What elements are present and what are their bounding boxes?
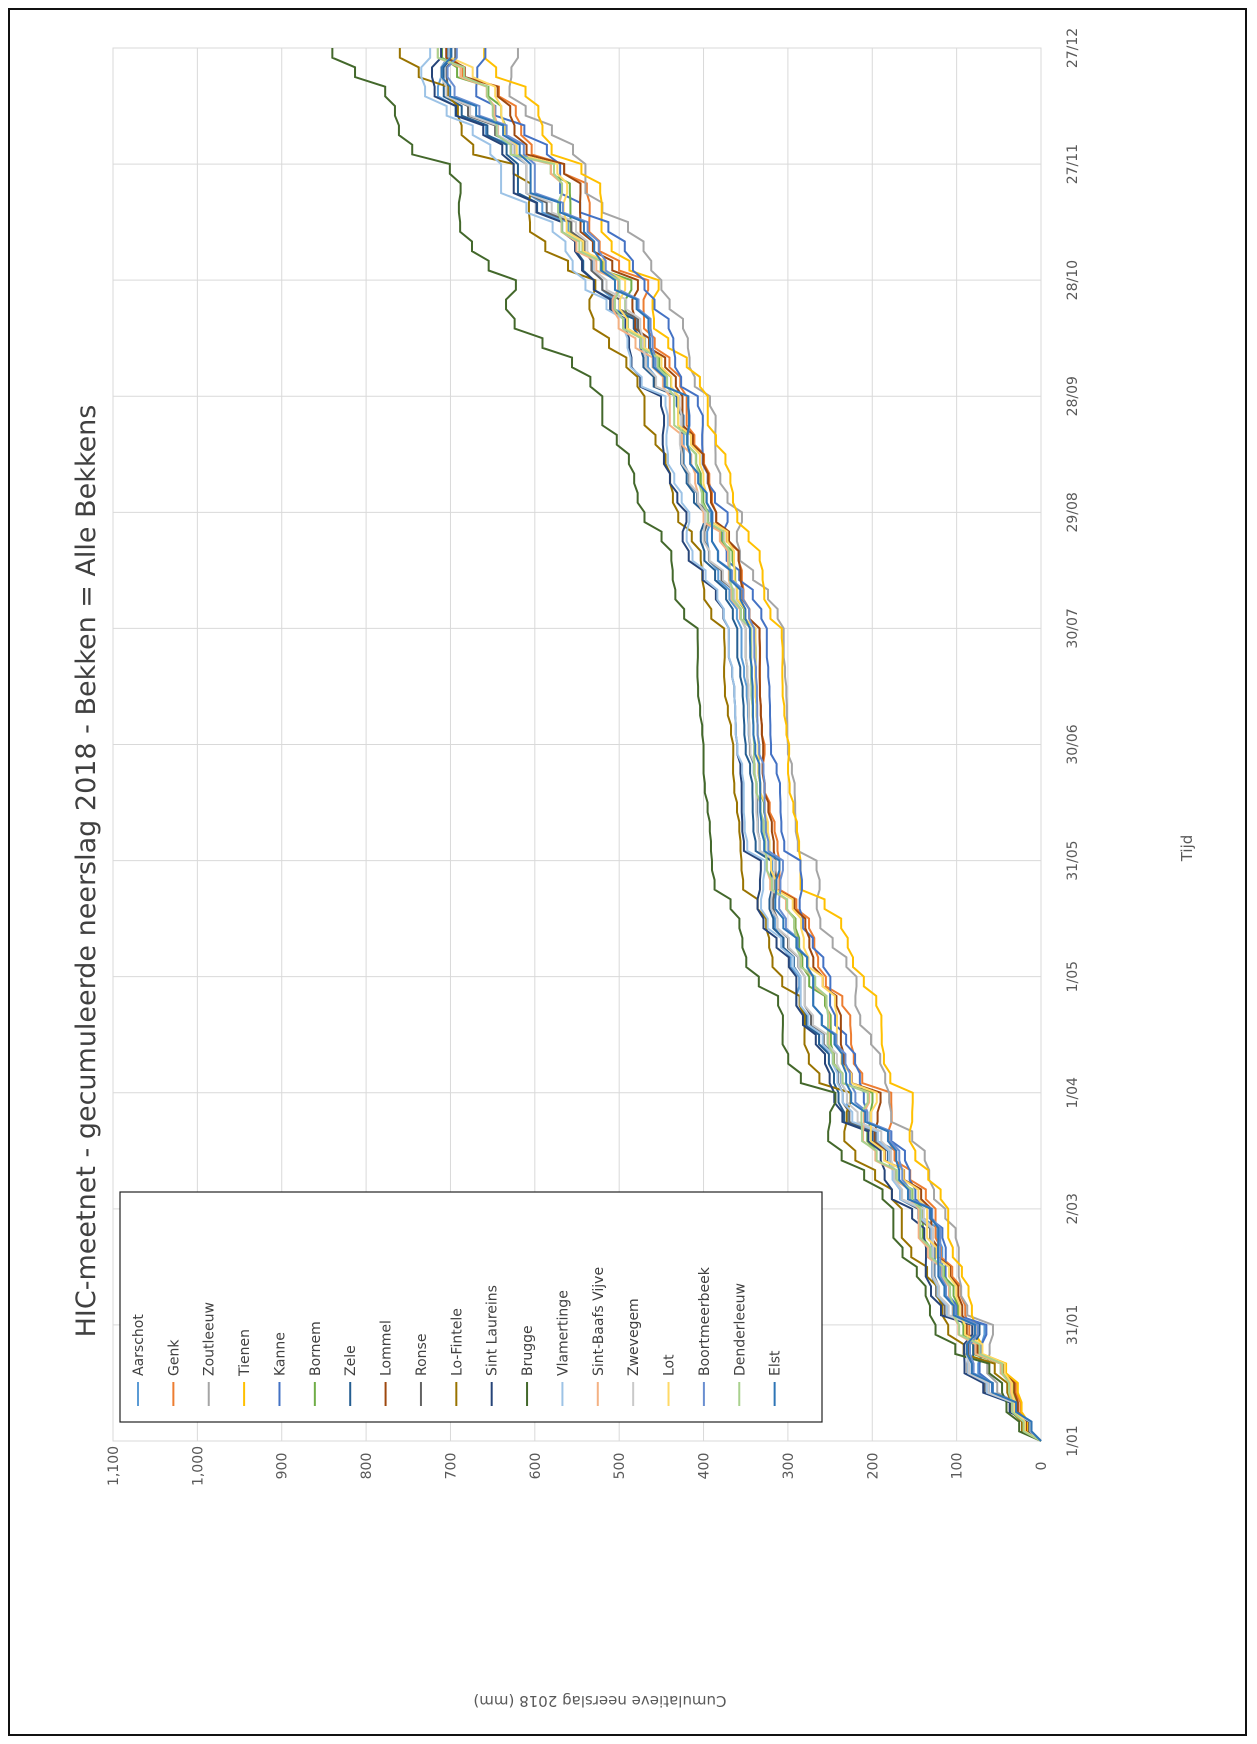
x-tick-label: 30/06	[1065, 724, 1081, 764]
legend-label: Vlamertinge	[555, 1290, 571, 1376]
y-tick-label: 600	[528, 1453, 544, 1480]
series-line	[440, 48, 1042, 1442]
legend-label: Elst	[768, 1350, 784, 1376]
legend-label: Brugge	[520, 1325, 536, 1376]
y-tick-label: 700	[443, 1453, 459, 1480]
y-tick-label: 800	[359, 1453, 375, 1480]
legend-label: Tienen	[237, 1329, 253, 1377]
legend-label: Zoutleeuw	[202, 1302, 218, 1376]
x-tick-label: 29/08	[1065, 492, 1081, 532]
legend-label: Genk	[166, 1339, 182, 1376]
legend-label: Aarschot	[131, 1314, 147, 1376]
x-tick-label: 1/01	[1065, 1425, 1081, 1456]
x-tick-label: 1/05	[1065, 961, 1081, 992]
legend: Aarschot Genk Zoutleeuw Tienen Kanne Bornem Ze…	[119, 1191, 823, 1423]
y-tick-label: 300	[781, 1453, 797, 1480]
series-line	[439, 48, 1042, 1442]
y-tick-label: 400	[697, 1453, 713, 1480]
tick-labels: 0 100 200 300 400 500 600 700 800 900 1,000 1,100 1/…	[106, 28, 1081, 1486]
y-tick-label: 1,100	[106, 1446, 122, 1486]
legend-label: Lot	[662, 1354, 678, 1376]
chart-title: HIC-meetnet - gecumuleerde neerslag 2018…	[71, 405, 102, 1338]
legend-label: Lommel	[379, 1320, 395, 1376]
x-tick-label: 30/07	[1065, 608, 1081, 648]
series-line	[331, 48, 1042, 1442]
legend-label: Boortmeerbeek	[697, 1266, 713, 1376]
legend-box	[119, 1191, 823, 1423]
x-tick-label: 27/11	[1065, 144, 1081, 184]
legend-label: Lo-Fintele	[449, 1308, 465, 1376]
x-tick-label: 27/12	[1065, 28, 1081, 68]
y-tick-label: 500	[612, 1453, 628, 1480]
legend-label: Zwevegem	[626, 1298, 642, 1376]
legend-label: Kanne	[272, 1332, 288, 1376]
x-tick-label: 1/04	[1065, 1077, 1081, 1109]
x-tick-label: 28/09	[1065, 376, 1081, 416]
x-tick-label: 2/03	[1065, 1193, 1081, 1224]
y-tick-label: 900	[275, 1453, 291, 1480]
legend-label: Zele	[343, 1345, 359, 1376]
chart-frame	[8, 8, 1247, 1736]
legend-label: Sint-Baafs Vijve	[591, 1267, 607, 1376]
x-tick-label: 31/05	[1065, 840, 1081, 880]
legend-label: Sint Laureins	[485, 1285, 501, 1376]
y-tick-label: 100	[950, 1453, 966, 1480]
series-line	[449, 48, 1042, 1442]
y-axis-title: Cumulatieve neerslag 2018 (mm)	[473, 1692, 726, 1710]
y-tick-label: 200	[865, 1453, 881, 1480]
y-tick-label: 1,000	[190, 1446, 206, 1486]
y-tick-label: 0	[1034, 1462, 1050, 1471]
series-line	[398, 48, 1042, 1442]
x-tick-label: 28/10	[1065, 260, 1081, 300]
series-lines	[331, 48, 1042, 1442]
series-line	[483, 48, 1042, 1442]
series-line	[436, 48, 1042, 1442]
x-axis-title: Tijd	[1178, 835, 1196, 863]
series-line	[508, 48, 1042, 1442]
x-tick-label: 31/01	[1065, 1305, 1081, 1345]
legend-label: Ronse	[414, 1334, 430, 1376]
legend-label: Denderleeuw	[732, 1283, 748, 1376]
legend-label: Bornem	[308, 1321, 324, 1376]
